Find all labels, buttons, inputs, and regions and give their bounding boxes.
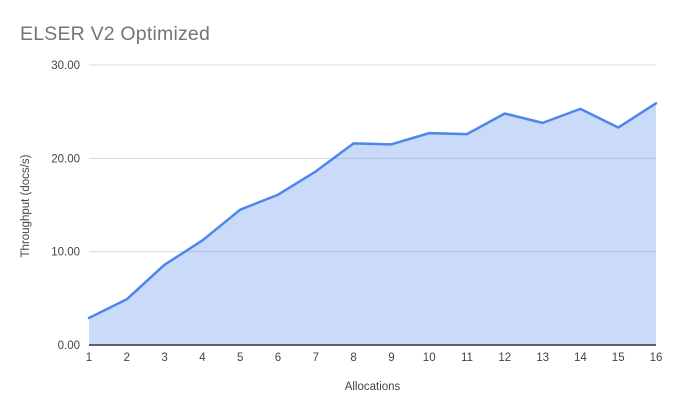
x-tick-label: 10 — [423, 352, 436, 364]
x-tick-label: 6 — [275, 352, 281, 364]
y-tick-label: 20.00 — [51, 153, 80, 165]
chart-title: ELSER V2 Optimized — [20, 23, 211, 45]
x-tick-label: 8 — [350, 352, 356, 364]
y-tick-label: 30.00 — [51, 60, 80, 72]
x-tick-label: 3 — [161, 352, 167, 364]
x-tick-label: 16 — [650, 352, 663, 364]
y-tick-label: 10.00 — [51, 247, 80, 259]
x-tick-label: 14 — [574, 352, 587, 364]
x-tick-label: 2 — [124, 352, 130, 364]
series-line — [87, 102, 658, 320]
x-tick-label: 12 — [498, 352, 511, 364]
x-tick-label: 9 — [388, 352, 394, 364]
x-tick-label: 13 — [536, 352, 549, 364]
x-tick-label: 1 — [86, 352, 92, 364]
y-tick-label: 0.00 — [58, 340, 80, 352]
x-tick-label: 7 — [313, 352, 319, 364]
x-axis-title: Allocations — [344, 381, 401, 393]
x-tick-label: 11 — [461, 352, 473, 364]
area-fill — [89, 103, 656, 346]
x-tick-label: 5 — [237, 352, 243, 364]
x-tick-label: 4 — [199, 352, 206, 364]
x-tick-label: 15 — [612, 352, 625, 364]
